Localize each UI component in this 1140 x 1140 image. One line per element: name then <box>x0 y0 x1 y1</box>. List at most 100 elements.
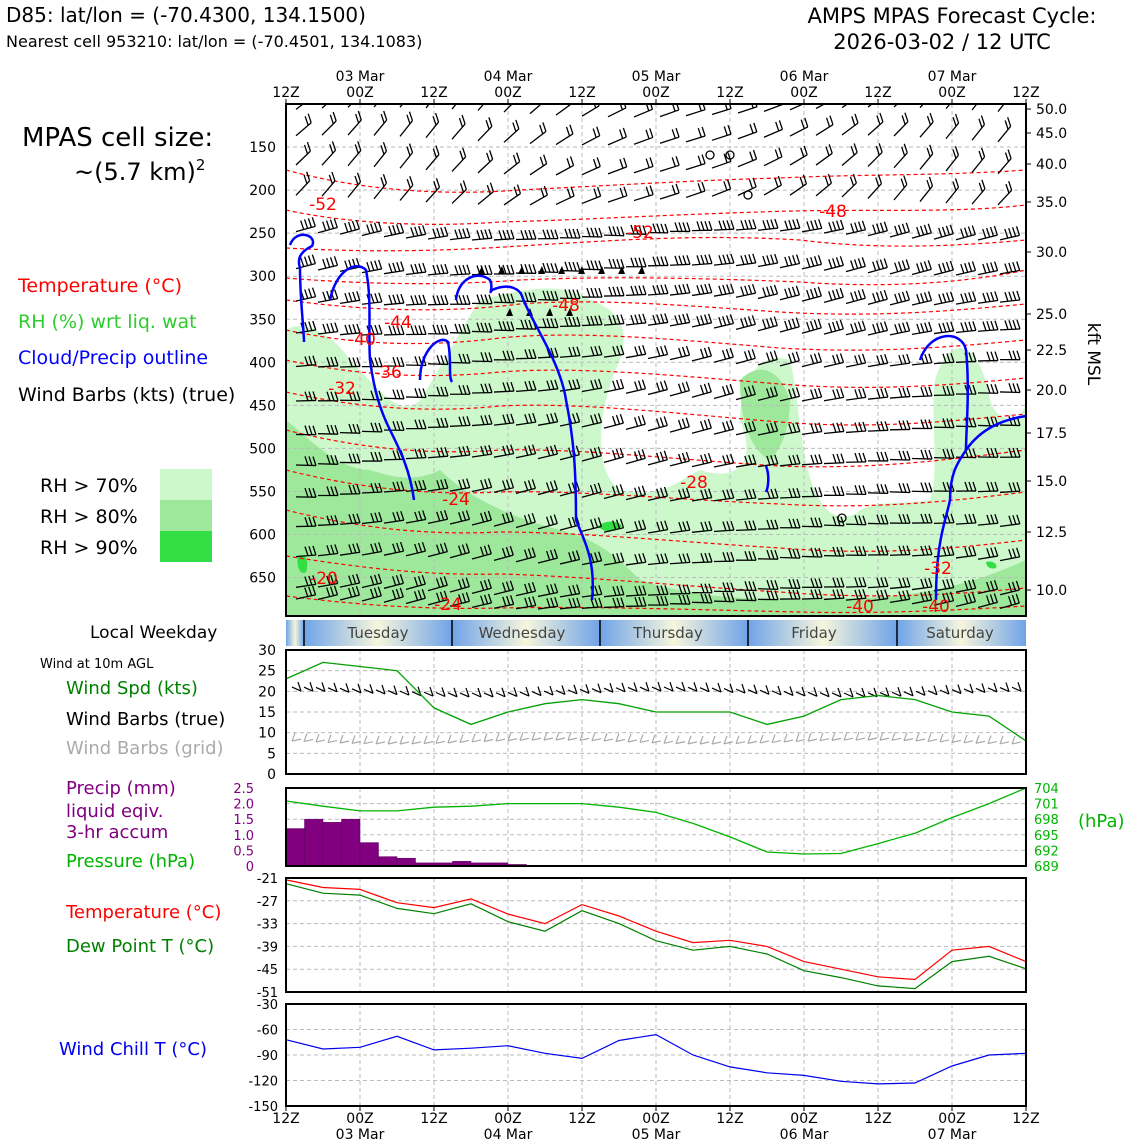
wind-barb-feather <box>400 510 405 521</box>
wind-barb-feather <box>418 419 423 429</box>
wind-barb-feather <box>355 113 360 124</box>
wind-barb-feather <box>616 379 621 390</box>
wind-barb-feather <box>856 88 859 97</box>
wind-barb-feather <box>400 325 405 335</box>
wind-barb-staff <box>889 299 910 306</box>
wind-barb-feather <box>589 448 595 459</box>
wind-barb-staff <box>779 395 800 402</box>
top-hour-label: 12Z <box>864 85 891 101</box>
wind-barb-staff <box>893 152 908 169</box>
wind-barb-feather <box>743 387 749 397</box>
wind-barb-feather <box>766 579 771 590</box>
precip-tick-label: 1.0 <box>233 829 254 844</box>
wind-barb-feather <box>307 113 312 123</box>
wind-barb-feather <box>524 292 529 302</box>
wind-barb-staff <box>971 156 986 173</box>
wind-barb-staff <box>405 488 426 492</box>
wind-barb-feather <box>528 229 533 240</box>
wind-barb-feather <box>753 122 758 133</box>
wind-barb-feather <box>378 357 383 367</box>
wind-barb-feather <box>443 510 449 520</box>
wind-barb-feather <box>862 388 867 398</box>
wind-barb-feather <box>1011 581 1017 592</box>
wind-barb-feather <box>462 323 467 334</box>
barb-true-feather <box>849 687 854 698</box>
wind-barb-feather <box>641 379 647 389</box>
wind-barb-staff <box>295 180 311 196</box>
wind-barb-feather <box>546 446 551 457</box>
windchill-tick-label: -120 <box>248 1075 278 1090</box>
wind-barb-feather <box>656 256 661 266</box>
wind-barb-feather <box>827 173 833 184</box>
wind-barb-feather <box>664 520 669 530</box>
wind-barb-feather <box>1008 383 1013 393</box>
wind-barb-feather <box>744 285 749 295</box>
wind-barb-feather <box>964 263 969 273</box>
wind-barb-feather <box>879 259 885 269</box>
wind-barb-feather <box>879 222 885 232</box>
temperature-contours <box>286 169 1026 614</box>
wind-barb-feather <box>980 147 986 158</box>
wind-barb-feather <box>466 264 471 275</box>
wind-barb-feather <box>326 575 331 586</box>
wind-barb-feather <box>306 171 311 181</box>
temp-contour-2 <box>286 204 1026 225</box>
wind-barb-staff <box>321 149 336 166</box>
wind-barb-feather <box>458 385 463 395</box>
wind-barb-feather <box>352 574 357 585</box>
barb-true-feather <box>957 684 962 694</box>
wind-barb-staff <box>889 598 910 604</box>
barb-grid-feather <box>495 738 506 742</box>
wind-barb-feather <box>924 449 929 460</box>
wind-barb-feather <box>395 575 401 585</box>
wind-barb-feather <box>968 448 973 458</box>
wind-barb-feather <box>308 355 313 366</box>
wind-barb-feather <box>986 292 991 302</box>
wind-barb-feather <box>700 593 705 603</box>
wind-barb-feather <box>748 219 753 229</box>
wind-barb-feather <box>828 222 833 232</box>
wind-barb-feather <box>637 450 643 460</box>
wind-barb-feather <box>576 289 581 299</box>
wind-barb-feather <box>926 115 932 126</box>
wind-barb-feather <box>894 225 899 236</box>
wind-barb-feather <box>701 181 706 192</box>
wind-barb-feather <box>854 389 859 399</box>
wind-barb-feather <box>392 225 397 235</box>
kft-axis-label: kft MSL <box>1083 323 1103 386</box>
dewpoint-legend: Dew Point T (°C) <box>66 936 214 957</box>
wind-barb-feather <box>990 481 995 492</box>
wind-barb-feather <box>553 514 558 524</box>
bottom-date-label: 03 Mar <box>336 1127 385 1140</box>
wind-barb-feather <box>685 345 691 356</box>
wind-barb-feather <box>982 85 985 94</box>
wind-barb-feather <box>641 415 646 425</box>
wind-barb-feather <box>466 323 471 334</box>
barb-true-staff <box>975 687 986 693</box>
wind-barb-feather <box>329 114 334 125</box>
wind-barb-feather <box>326 424 331 435</box>
wind-barb-feather <box>400 261 405 271</box>
wind-barb-feather <box>611 449 617 460</box>
wind-barb-feather <box>1008 227 1013 238</box>
barb-true-staff <box>987 687 998 693</box>
wind-barb-feather <box>422 510 427 520</box>
wind-barb-feather <box>590 519 595 529</box>
wind-barb-feather <box>598 585 603 595</box>
wind-barb-staff <box>529 194 548 206</box>
wind-barb-staff <box>889 491 911 494</box>
wind-barb-staff <box>997 104 1005 112</box>
wind-barb-staff <box>603 322 624 326</box>
wind-barb-feather <box>370 451 375 462</box>
barb-true-feather <box>381 684 386 695</box>
wind-barb-feather <box>502 230 507 240</box>
wind-barb-feather <box>567 517 573 528</box>
wind-barb-feather <box>928 513 933 524</box>
wind-barb-feather <box>752 520 757 530</box>
wind-barb-staff <box>493 301 515 304</box>
precip-tick-label: 2.5 <box>233 782 254 797</box>
barb-true-staff <box>963 688 974 694</box>
wind-barb-feather <box>370 261 375 271</box>
wind-barb-staff <box>691 291 712 297</box>
windchill-legend: Wind Chill T (°C) <box>59 1039 207 1060</box>
